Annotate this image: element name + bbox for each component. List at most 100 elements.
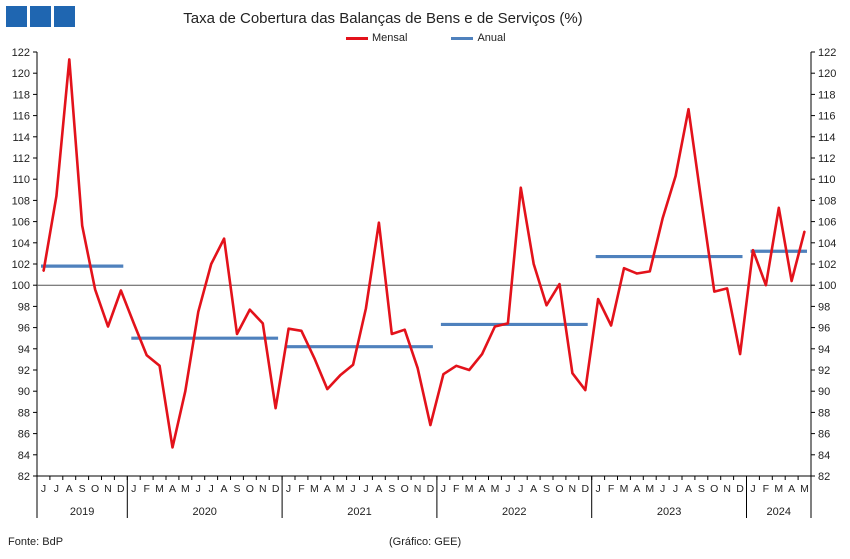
x-month-label: S bbox=[79, 483, 86, 495]
y-tick-label-right: 84 bbox=[818, 450, 830, 462]
x-month-label: F bbox=[763, 483, 769, 495]
x-month-label: O bbox=[555, 483, 563, 495]
mensal-point bbox=[133, 322, 135, 324]
mensal-point bbox=[610, 324, 612, 327]
x-month-label: J bbox=[673, 483, 678, 495]
x-month-label: M bbox=[465, 483, 474, 495]
mensal-point bbox=[662, 217, 664, 220]
mensal-point bbox=[339, 374, 341, 376]
y-tick-label-left: 120 bbox=[12, 68, 30, 80]
mensal-point bbox=[468, 369, 470, 371]
mensal-point bbox=[326, 388, 328, 390]
x-month-label: J bbox=[441, 483, 446, 495]
year-label: 2019 bbox=[70, 506, 94, 518]
mensal-point bbox=[287, 328, 290, 330]
x-month-label: O bbox=[246, 483, 254, 495]
x-month-label: M bbox=[774, 483, 783, 495]
mensal-point bbox=[300, 330, 303, 332]
mensal-point bbox=[429, 424, 432, 426]
x-month-label: J bbox=[209, 483, 214, 495]
x-month-label: A bbox=[169, 483, 176, 495]
mensal-point bbox=[687, 108, 690, 110]
mensal-point bbox=[571, 372, 573, 374]
legend-swatch-mensal bbox=[346, 36, 368, 40]
x-month-label: M bbox=[310, 483, 319, 495]
mensal-point bbox=[558, 283, 561, 285]
mensal-point bbox=[533, 263, 535, 265]
mensal-point bbox=[107, 325, 109, 328]
x-month-label: S bbox=[233, 483, 240, 495]
x-month-label: J bbox=[518, 483, 523, 495]
y-tick-label-right: 94 bbox=[818, 344, 830, 356]
mensal-point bbox=[674, 175, 677, 177]
mensal-point bbox=[597, 298, 599, 300]
x-month-label: A bbox=[788, 483, 795, 495]
mensal-point bbox=[649, 270, 651, 273]
logo-square bbox=[54, 6, 75, 27]
mensal-point bbox=[545, 304, 548, 306]
y-tick-label-right: 110 bbox=[818, 174, 836, 186]
y-tick-label-left: 98 bbox=[18, 301, 30, 313]
mensal-point bbox=[249, 308, 251, 311]
mensal-point bbox=[791, 280, 793, 282]
year-label: 2020 bbox=[192, 506, 216, 518]
x-month-label: M bbox=[491, 483, 500, 495]
y-tick-label-left: 110 bbox=[12, 174, 30, 186]
y-tick-label-right: 100 bbox=[818, 280, 836, 292]
y-tick-label-right: 120 bbox=[818, 68, 836, 80]
mensal-point bbox=[236, 333, 238, 335]
y-tick-label-left: 100 bbox=[12, 280, 30, 292]
x-month-label: J bbox=[41, 483, 46, 495]
logo-square bbox=[30, 6, 51, 27]
x-month-label: S bbox=[698, 483, 705, 495]
y-tick-label-left: 82 bbox=[18, 471, 30, 483]
mensal-point bbox=[171, 446, 174, 448]
y-tick-label-left: 94 bbox=[18, 344, 30, 356]
x-month-label: F bbox=[143, 483, 149, 495]
y-tick-label-right: 90 bbox=[818, 386, 830, 398]
x-month-label: D bbox=[427, 483, 435, 495]
x-month-label: A bbox=[375, 483, 382, 495]
x-month-label: D bbox=[117, 483, 125, 495]
y-tick-label-left: 92 bbox=[18, 365, 30, 377]
x-month-label: A bbox=[221, 483, 228, 495]
mensal-point bbox=[68, 58, 70, 61]
mensal-point bbox=[700, 200, 702, 203]
y-tick-label-left: 96 bbox=[18, 323, 30, 335]
x-month-label: N bbox=[414, 483, 422, 495]
chart-legend: Mensal Anual bbox=[346, 32, 550, 44]
mensal-point bbox=[778, 207, 780, 209]
mensal-point bbox=[158, 365, 161, 367]
x-month-label: A bbox=[66, 483, 73, 495]
x-month-label: S bbox=[388, 483, 395, 495]
x-month-label: M bbox=[155, 483, 164, 495]
mensal-point bbox=[739, 353, 741, 355]
y-tick-label-right: 86 bbox=[818, 429, 830, 441]
mensal-point bbox=[713, 290, 715, 293]
mensal-point bbox=[507, 322, 509, 324]
x-month-label: M bbox=[336, 483, 345, 495]
y-tick-label-left: 114 bbox=[12, 132, 30, 144]
mensal-point bbox=[313, 357, 315, 359]
x-month-label: M bbox=[645, 483, 654, 495]
mensal-point bbox=[636, 272, 638, 275]
year-label: 2024 bbox=[767, 506, 791, 518]
x-month-label: J bbox=[660, 483, 665, 495]
x-month-label: O bbox=[91, 483, 99, 495]
mensal-point bbox=[391, 333, 393, 335]
mensal-point bbox=[365, 307, 367, 310]
mensal-point bbox=[262, 322, 264, 324]
mensal-point bbox=[416, 367, 419, 369]
x-month-label: N bbox=[259, 483, 267, 495]
x-month-label: O bbox=[401, 483, 409, 495]
y-tick-label-left: 116 bbox=[12, 111, 30, 123]
mensal-point bbox=[275, 407, 277, 409]
y-tick-label-right: 102 bbox=[818, 259, 836, 271]
legend-item-mensal: Mensal bbox=[346, 32, 407, 44]
y-tick-label-right: 114 bbox=[818, 132, 836, 144]
x-month-label: F bbox=[453, 483, 459, 495]
mensal-point bbox=[752, 249, 754, 251]
mensal-point bbox=[455, 365, 457, 367]
y-tick-label-right: 104 bbox=[818, 238, 836, 250]
